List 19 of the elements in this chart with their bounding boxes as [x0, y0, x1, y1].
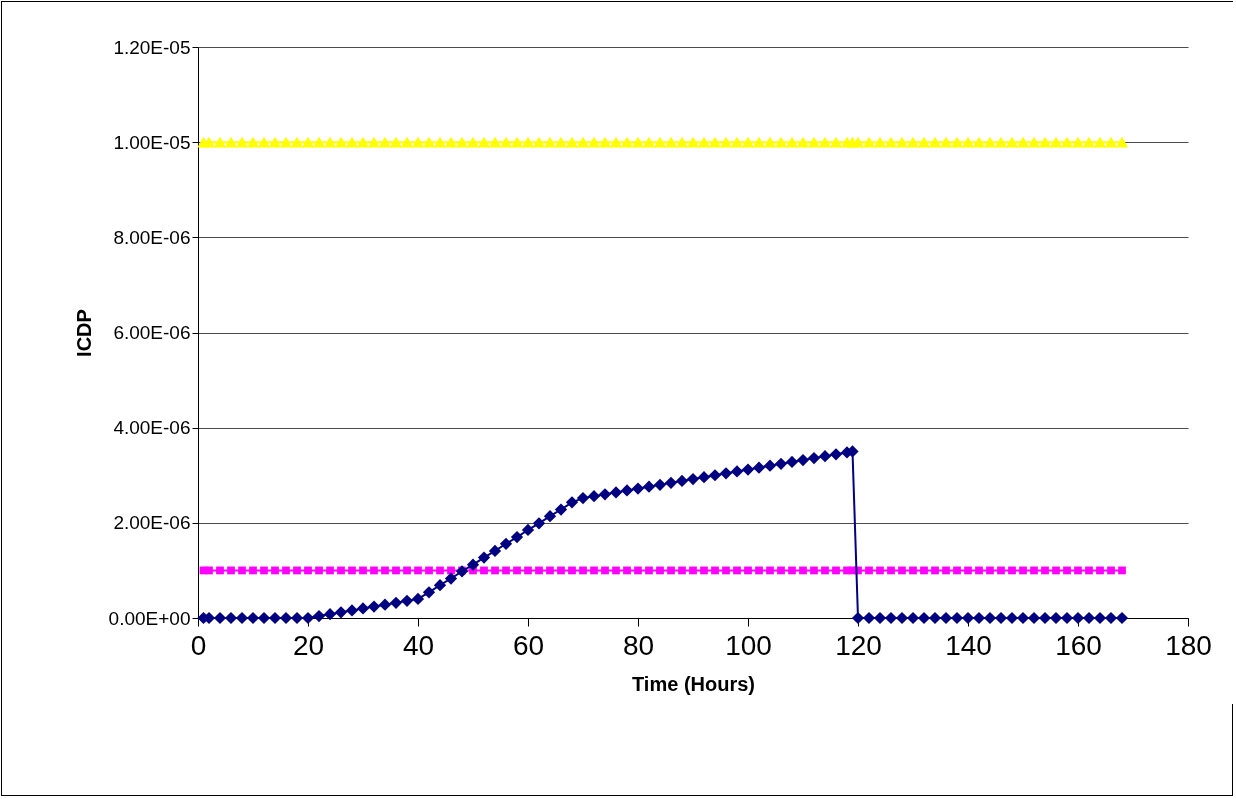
y-tick-label: 1.20E-05 — [113, 36, 191, 58]
y-tick-label: 6.00E-06 — [113, 322, 191, 343]
y-tick-label: 2.00E-06 — [113, 512, 191, 534]
y-tick-label: 8.00E-06 — [113, 226, 191, 248]
y-axis-title: ICDP — [72, 309, 95, 357]
x-tick-label: 100 — [725, 629, 772, 661]
x-tick-label: 160 — [1055, 629, 1102, 661]
x-tick-label: 80 — [622, 629, 655, 661]
x-tick-label: 180 — [1165, 629, 1212, 661]
x-tick-label: 40 — [402, 629, 435, 661]
y-tick-label: 0.00E+00 — [108, 607, 191, 629]
y-tick-label: 1.00E-05 — [113, 131, 191, 153]
x-tick-label: 60 — [512, 629, 545, 661]
x-tick-label: 20 — [292, 629, 325, 661]
x-tick-label: 120 — [835, 629, 882, 661]
y-tick-label: 4.00E-06 — [113, 417, 191, 439]
x-axis-title: Time (Hours) — [632, 672, 755, 695]
x-tick-label: 0 — [190, 629, 207, 661]
x-tick-label: 140 — [945, 629, 992, 661]
